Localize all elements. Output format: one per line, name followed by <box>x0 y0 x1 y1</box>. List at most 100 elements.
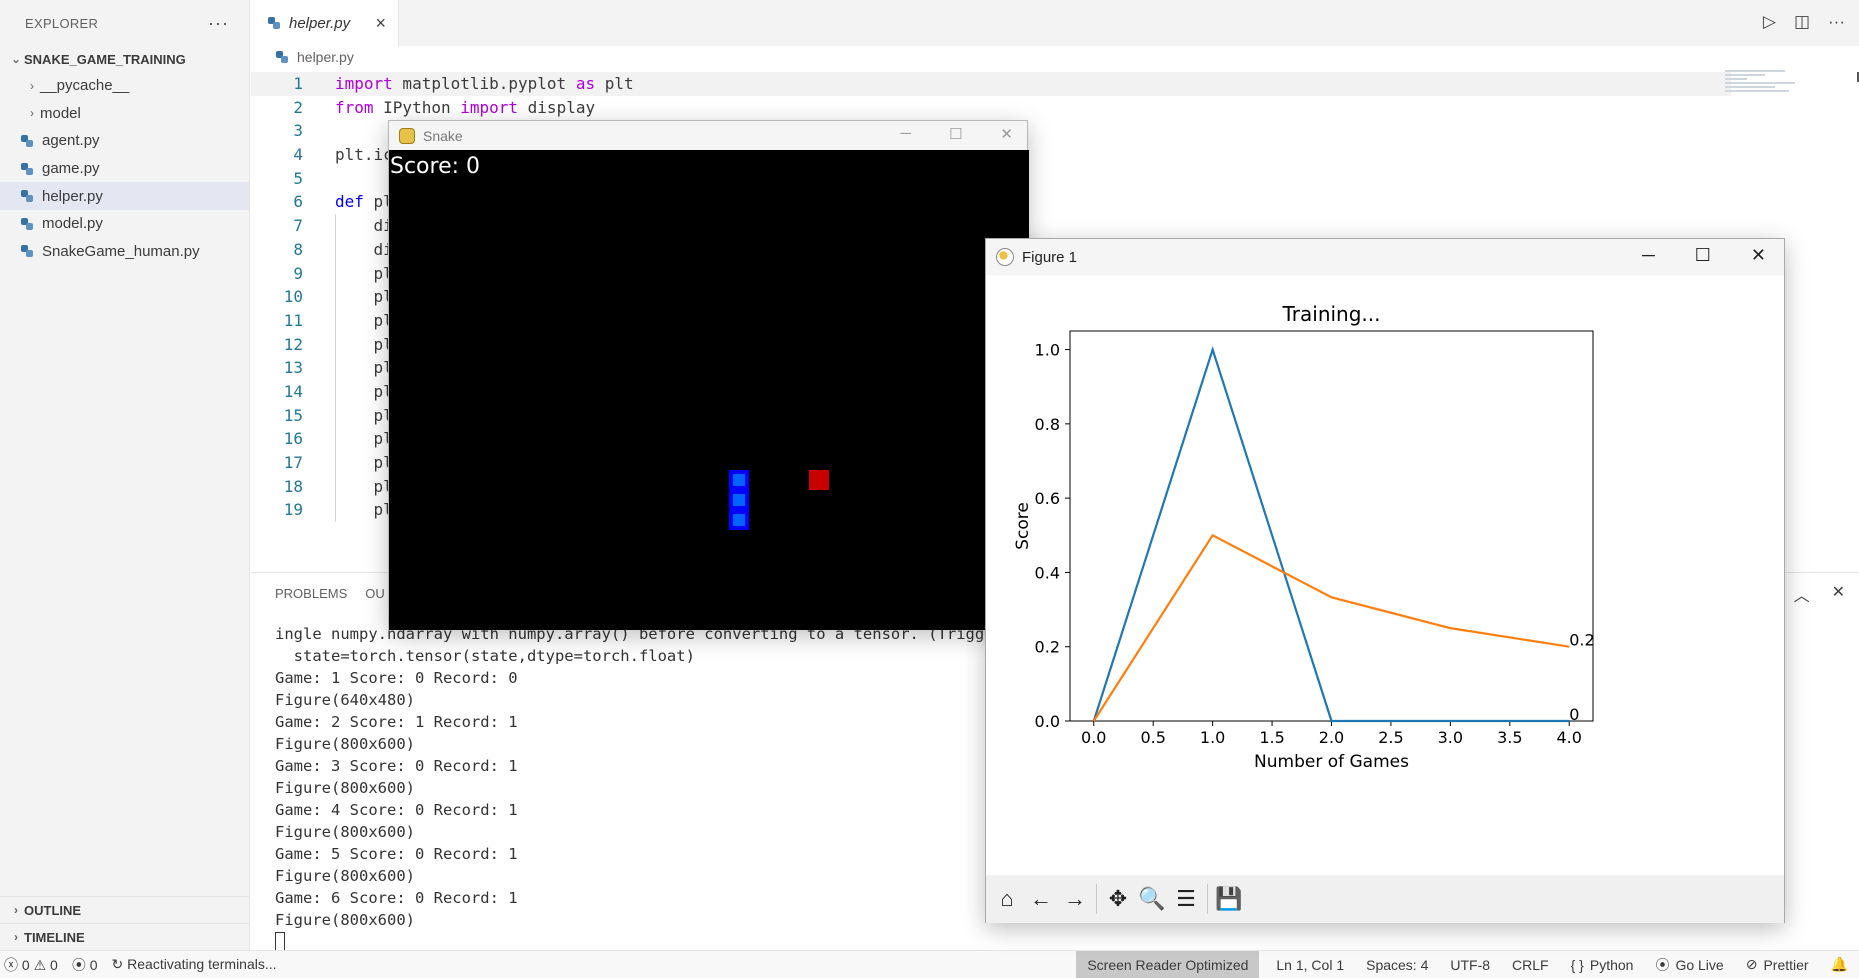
language-status[interactable]: { } Python <box>1560 951 1645 978</box>
code-line[interactable]: 8 di <box>251 238 1731 262</box>
figure-toolbar: ⌂ ← → ✥ 🔍 ☰ 💾 <box>986 875 1784 923</box>
code-text: def pl <box>335 192 393 212</box>
line-number: 11 <box>283 310 303 330</box>
close-icon[interactable]: × <box>375 13 386 33</box>
tree-file[interactable]: agent.py <box>0 127 249 155</box>
code-line[interactable]: 12 pl <box>251 333 1731 357</box>
close-icon[interactable]: ✕ <box>1000 126 1013 143</box>
line-number: 16 <box>283 429 303 449</box>
snake-head <box>729 470 749 490</box>
code-line[interactable]: 6 def pl <box>251 190 1731 214</box>
code-line[interactable]: 3 <box>251 119 1731 143</box>
notifications-icon[interactable]: 🔔 <box>1830 956 1848 972</box>
line-number: 9 <box>293 263 303 283</box>
tree-folder[interactable]: › __pycache__ <box>0 72 249 100</box>
braces-icon: { } <box>1570 956 1584 973</box>
terminal-output[interactable]: ingle numpy.ndarray with numpy.array() b… <box>275 623 1012 953</box>
zoom-icon[interactable]: 🔍 <box>1138 886 1166 911</box>
close-icon[interactable]: ✕ <box>1750 245 1766 265</box>
error-icon: ⓧ <box>4 956 18 973</box>
explorer-sidebar: EXPLORER ··· ⌄ SNAKE_GAME_TRAINING › __py… <box>0 0 250 950</box>
chevron-down-icon: ⌄ <box>10 52 22 66</box>
indentation-status[interactable]: Spaces: 4 <box>1366 956 1429 973</box>
outline-section[interactable]: › OUTLINE <box>0 896 250 923</box>
chevron-right-icon: › <box>30 106 34 121</box>
x-tick-label: 0.0 <box>1081 728 1106 747</box>
minimize-icon[interactable]: ─ <box>1642 245 1655 265</box>
code-line[interactable]: 13 pl <box>251 356 1731 380</box>
terminal-line: Game: 5 Score: 0 Record: 1 <box>275 845 518 863</box>
snake-titlebar[interactable]: Snake ─ ☐ ✕ <box>389 121 1027 150</box>
code-text: pl <box>335 500 393 520</box>
tree-folder[interactable]: › model <box>0 100 249 128</box>
tab-label: helper.py <box>289 14 351 32</box>
run-icon[interactable]: ▷ <box>1762 12 1776 31</box>
line-number: 8 <box>293 239 303 259</box>
code-line[interactable]: 16 pl <box>251 427 1731 451</box>
figure-titlebar[interactable]: Figure 1 ─ ☐ ✕ <box>986 239 1784 275</box>
code-line[interactable]: 2 from IPython import display <box>251 96 1731 120</box>
more-actions-icon[interactable]: ··· <box>1828 12 1845 31</box>
tab-problems[interactable]: PROBLEMS <box>275 585 348 601</box>
code-line[interactable]: 10 pl <box>251 285 1731 309</box>
editor-tabbar: helper.py × ▷ ◫ ··· <box>251 0 1859 46</box>
golive-status[interactable]: ⦿ Go Live <box>1644 951 1734 978</box>
code-line[interactable]: 4 plt.ic <box>251 143 1731 167</box>
breadcrumb: helper.py <box>275 49 354 65</box>
tree-file[interactable]: game.py <box>0 155 249 183</box>
home-icon[interactable]: ⌂ <box>1000 886 1014 911</box>
terminal-line: Figure(800x600) <box>275 867 415 885</box>
breadcrumb-file[interactable]: helper.py <box>297 49 354 65</box>
code-line[interactable]: 9 pl <box>251 262 1731 286</box>
code-line[interactable]: 18 pl <box>251 475 1731 499</box>
tab-output[interactable]: OU <box>365 585 385 601</box>
code-line[interactable]: 15 pl <box>251 404 1731 428</box>
terminal-line: state=torch.tensor(state,dtype=torch.flo… <box>275 647 695 665</box>
maximize-icon[interactable]: ☐ <box>948 126 963 143</box>
problems-status[interactable]: ⓧ 0 ⚠ 0 <box>4 955 58 975</box>
broadcast-icon: ⦿ <box>71 956 86 973</box>
subplots-config-icon[interactable]: ☰ <box>1176 886 1196 911</box>
split-editor-icon[interactable]: ◫ <box>1793 12 1811 31</box>
tree-file[interactable]: helper.py <box>0 182 249 210</box>
encoding-status[interactable]: UTF-8 <box>1450 956 1491 973</box>
code-text: pl <box>335 381 393 401</box>
code-line[interactable]: 11 pl <box>251 309 1731 333</box>
maximize-icon[interactable]: ☐ <box>1694 245 1711 265</box>
code-line[interactable]: 14 pl <box>251 380 1731 404</box>
tree-file[interactable]: model.py <box>0 210 249 238</box>
forward-arrow-icon[interactable]: → <box>1064 886 1086 911</box>
more-actions-icon[interactable]: ··· <box>208 12 229 33</box>
python-file-icon <box>20 134 34 148</box>
language-label: Python <box>1589 956 1634 973</box>
screen-reader-status[interactable]: Screen Reader Optimized <box>1076 951 1260 978</box>
code-line[interactable]: 5 <box>251 167 1731 191</box>
workspace-folder[interactable]: ⌄ SNAKE_GAME_TRAINING <box>0 46 249 72</box>
tab-helper-py[interactable]: helper.py × <box>251 0 399 46</box>
code-line[interactable]: 1 import matplotlib.pyplot as plt <box>251 72 1731 96</box>
prettier-status[interactable]: ⊘ Prettier <box>1735 951 1820 978</box>
maximize-panel-icon[interactable]: ︿ <box>1793 588 1810 605</box>
save-icon[interactable]: 💾 <box>1215 886 1243 911</box>
tree-file[interactable]: SnakeGame_human.py <box>0 238 249 266</box>
code-line[interactable]: 7 di <box>251 214 1731 238</box>
back-arrow-icon[interactable]: ← <box>1030 886 1052 911</box>
terminal-line: Game: 2 Score: 1 Record: 1 <box>275 713 518 731</box>
code-editor[interactable]: 1 import matplotlib.pyplot as plt 2 from IP… <box>251 72 1731 522</box>
eol-status[interactable]: CRLF <box>1512 956 1549 973</box>
cursor-position[interactable]: Ln 1, Col 1 <box>1276 956 1345 973</box>
timeline-section[interactable]: › TIMELINE <box>0 923 250 950</box>
code-line[interactable]: 19 pl <box>251 498 1731 522</box>
workspace-folder-label: SNAKE_GAME_TRAINING <box>24 51 186 67</box>
code-line[interactable]: 17 pl <box>251 451 1731 475</box>
minimap[interactable] <box>1725 70 1815 120</box>
editor-scrollbar[interactable] <box>1857 72 1859 82</box>
python-file-icon <box>20 217 34 231</box>
close-panel-icon[interactable]: ✕ <box>1831 584 1845 601</box>
toolbar-separator <box>1096 884 1097 914</box>
ports-status[interactable]: ⦿ 0 <box>72 955 98 975</box>
line-number: 6 <box>293 192 303 212</box>
pan-icon[interactable]: ✥ <box>1108 886 1128 911</box>
prettier-label: Prettier <box>1763 956 1809 973</box>
minimize-icon[interactable]: ─ <box>900 125 911 142</box>
